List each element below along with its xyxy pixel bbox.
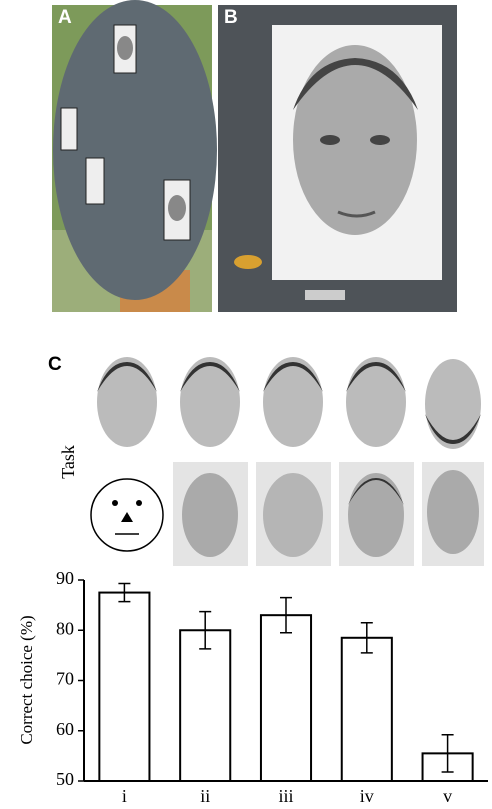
x-tick-label: iii <box>278 786 293 806</box>
schematic-face <box>91 479 163 551</box>
panel-label: B <box>224 7 238 28</box>
x-tick-label: v <box>443 786 452 806</box>
y-axis-label: Correct choice (%) <box>17 615 36 744</box>
y-tick-label: 50 <box>56 769 74 789</box>
bar <box>180 630 230 781</box>
y-tick-label: 90 <box>56 568 74 588</box>
photo-b <box>218 5 457 312</box>
task-label: Task <box>58 445 78 479</box>
x-tick-label: i <box>122 786 127 806</box>
y-tick-label: 80 <box>56 618 74 638</box>
panel-label: A <box>58 7 72 28</box>
y-tick-label: 70 <box>56 669 74 689</box>
figure: A B C Task Correct choice (%) 506 <box>0 0 492 809</box>
photo-a <box>52 0 217 312</box>
bar <box>342 638 392 781</box>
y-tick-label: 60 <box>56 719 74 739</box>
panel-label: C <box>48 354 62 375</box>
bar <box>261 615 311 781</box>
bar <box>99 593 149 781</box>
x-tick-label: ii <box>200 786 210 806</box>
x-tick-label: iv <box>360 786 374 806</box>
